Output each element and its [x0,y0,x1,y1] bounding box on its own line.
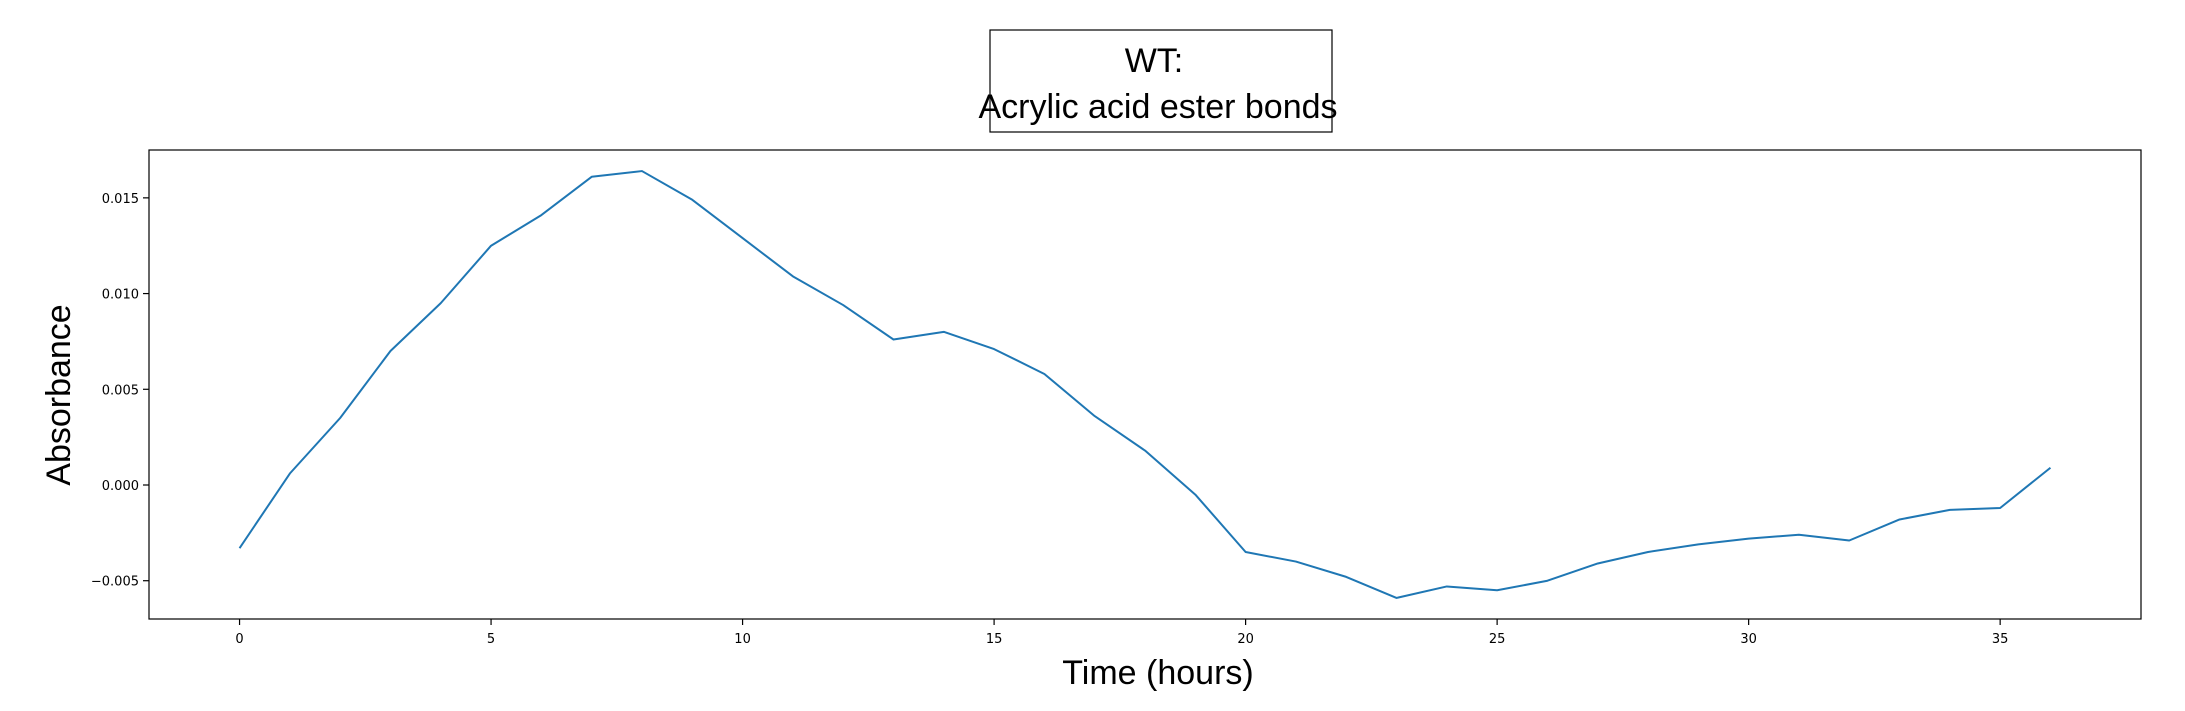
x-tick-label: 10 [734,632,751,647]
x-tick-label: 15 [986,632,1003,647]
series-layer [238,170,2052,599]
y-tick-label: 0.000 [102,479,139,494]
series-line-wt [238,170,2052,599]
x-tick-label: 35 [1992,632,2009,647]
x-axis: 0 5 10 15 20 25 30 35 [235,619,2008,647]
y-tick-label: 0.005 [102,383,139,398]
y-tick-label: −0.005 [91,575,139,590]
x-tick-label: 0 [235,632,243,647]
x-axis-label: Time (hours) [1062,654,1253,692]
y-tick-label: 0.010 [102,288,139,303]
y-tick-label: 0.015 [102,192,139,207]
title-border [989,29,1333,133]
x-tick-label: 30 [1740,632,1757,647]
chart-title-line-2: Acrylic acid ester bonds [978,88,1337,126]
y-axis: −0.005 0.000 0.005 0.010 0.015 [91,192,149,590]
y-axis-label: Absorbance [40,304,78,485]
plot-area-frame [148,149,2142,620]
chart-title-line-1: WT: [1125,42,1184,80]
x-tick-label: 20 [1237,632,1254,647]
chart-title-box: WT: Acrylic acid ester bonds [978,29,1338,133]
x-tick-label: 5 [487,632,495,647]
x-tick-label: 25 [1489,632,1506,647]
